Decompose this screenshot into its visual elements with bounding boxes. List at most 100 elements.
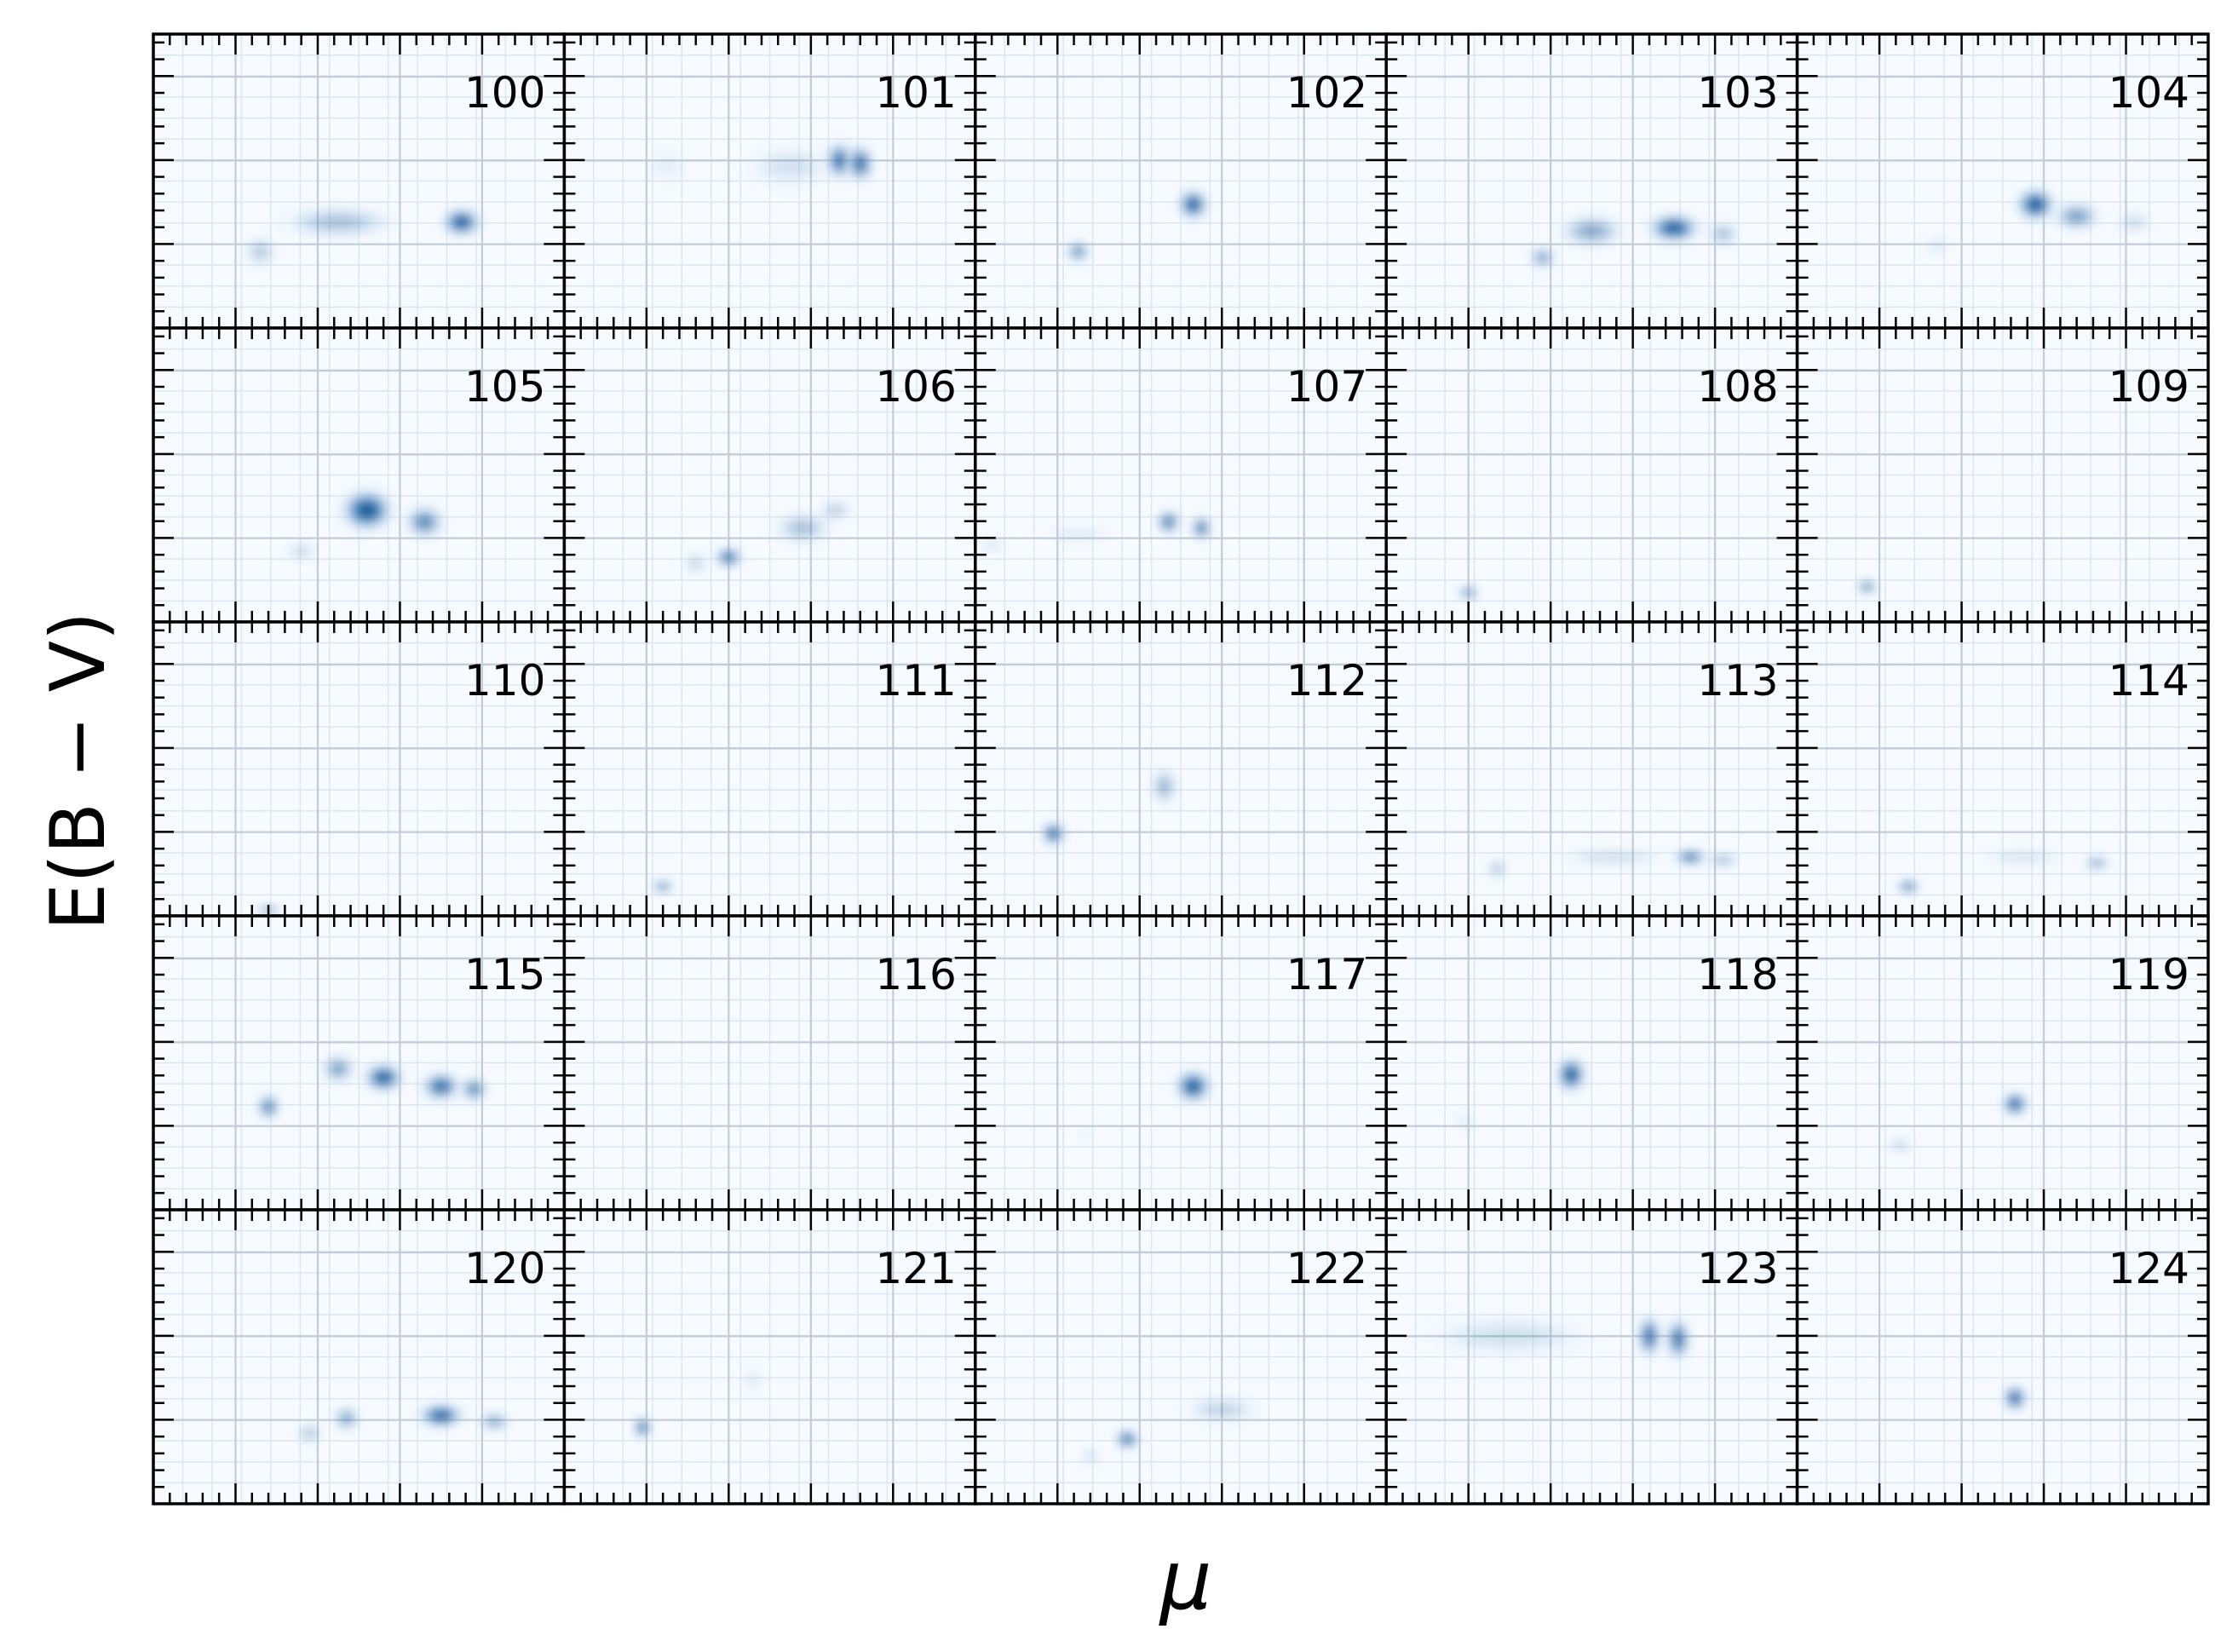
panel-label: 105 [464,362,545,412]
panel-114: 114 [1795,620,2210,918]
density-blob [1113,1427,1142,1451]
density-blob [411,1401,470,1430]
density-blob [712,545,745,569]
density-blob [330,1403,364,1434]
panel-105: 105 [152,326,567,624]
panel-label: 111 [875,656,956,705]
density-blob [239,231,281,273]
panel-label: 102 [1286,68,1367,118]
panel-118: 118 [1384,914,1799,1212]
panel-label: 107 [1286,362,1367,412]
panel-106: 106 [562,326,977,624]
density-blob [293,1421,326,1445]
panel-label: 104 [2109,68,2189,118]
density-blob [1702,851,1744,869]
density-blob [359,1060,409,1096]
density-blob [1073,1121,1099,1146]
density-blob [280,539,322,563]
density-blob [737,1365,770,1396]
density-blob [1885,1133,1915,1157]
density-blob [634,142,700,190]
density-blob [1394,1306,1625,1366]
panel-label: 121 [875,1244,956,1293]
panel-116: 116 [562,914,977,1212]
panel-label: 109 [2109,362,2189,412]
density-blob [1170,1065,1217,1108]
panel-102: 102 [974,32,1388,330]
density-blob [843,140,877,187]
panel-109: 109 [1795,326,2210,624]
density-blob [1526,244,1559,271]
panel-label: 100 [464,68,545,118]
density-blob [1538,845,1687,869]
density-blob [317,1050,360,1087]
y-axis-label: E(B − V) [34,612,122,931]
density-blob [1188,513,1214,543]
panel-120: 120 [152,1208,567,1505]
panel-label: 123 [1697,1244,1778,1293]
density-blob [2080,855,2114,871]
density-blob [1172,1391,1272,1428]
density-blob [648,880,678,893]
panel-100: 100 [152,32,567,330]
panel-123: 123 [1384,1208,1799,1505]
density-blob [1855,578,1880,595]
density-blob [1447,1107,1481,1137]
density-blob [975,533,1009,558]
density-blob [1635,1310,1664,1363]
density-blob [728,136,853,196]
panel-111: 111 [562,620,977,918]
density-blob [814,498,856,522]
panel-label: 113 [1697,656,1778,705]
density-blob [436,204,486,240]
panel-124: 124 [1795,1208,2210,1505]
density-blob [1663,1312,1693,1366]
density-blob [1961,845,2086,869]
density-blob [679,548,713,578]
density-blob [1550,210,1633,252]
density-blob [1154,507,1183,537]
panel-121: 121 [562,1208,977,1505]
density-blob [1702,219,1744,249]
panel-label: 115 [464,950,545,999]
panel-115: 115 [152,914,567,1212]
panel-101: 101 [562,32,977,330]
panel-label: 112 [1286,656,1367,705]
density-blob [1148,763,1181,810]
panel-grid: 100 101 102 103 104 105 106 107 108 109 110 111 112 1… [152,32,2210,1505]
density-blob [2011,183,2061,226]
density-blob [457,1074,491,1104]
density-blob [474,1409,515,1434]
panel-label: 101 [875,68,956,118]
panel-112: 112 [974,620,1388,918]
panel-107: 107 [974,326,1388,624]
panel-label: 106 [875,362,956,412]
density-blob [1893,878,1923,895]
panel-label: 116 [875,950,956,999]
density-blob [1641,210,1707,246]
panel-label: 120 [464,1244,545,1293]
density-blob [631,1413,653,1441]
panel-122: 122 [974,1208,1388,1505]
density-blob [1453,586,1483,599]
density-blob [264,201,412,243]
panel-110: 110 [152,620,567,918]
panel-frame [1795,1208,2210,1505]
panel-label: 119 [2109,950,2189,999]
density-blob [1484,857,1510,881]
density-blob [1078,1445,1103,1469]
x-axis-label: μ [1158,1533,1211,1628]
panel-108: 108 [1384,326,1799,624]
density-blob [2047,199,2106,234]
density-blob [1552,1052,1590,1097]
density-blob [1670,848,1712,866]
panel-119: 119 [1795,914,2210,1212]
panel-103: 103 [1384,32,1799,330]
density-blob [400,501,450,543]
density-blob [416,1068,466,1104]
panel-label: 117 [1286,950,1367,999]
density-blob [2000,1381,2030,1414]
panel-117: 117 [974,914,1388,1212]
panel-113: 113 [1384,620,1799,918]
panel-label: 118 [1697,950,1778,999]
